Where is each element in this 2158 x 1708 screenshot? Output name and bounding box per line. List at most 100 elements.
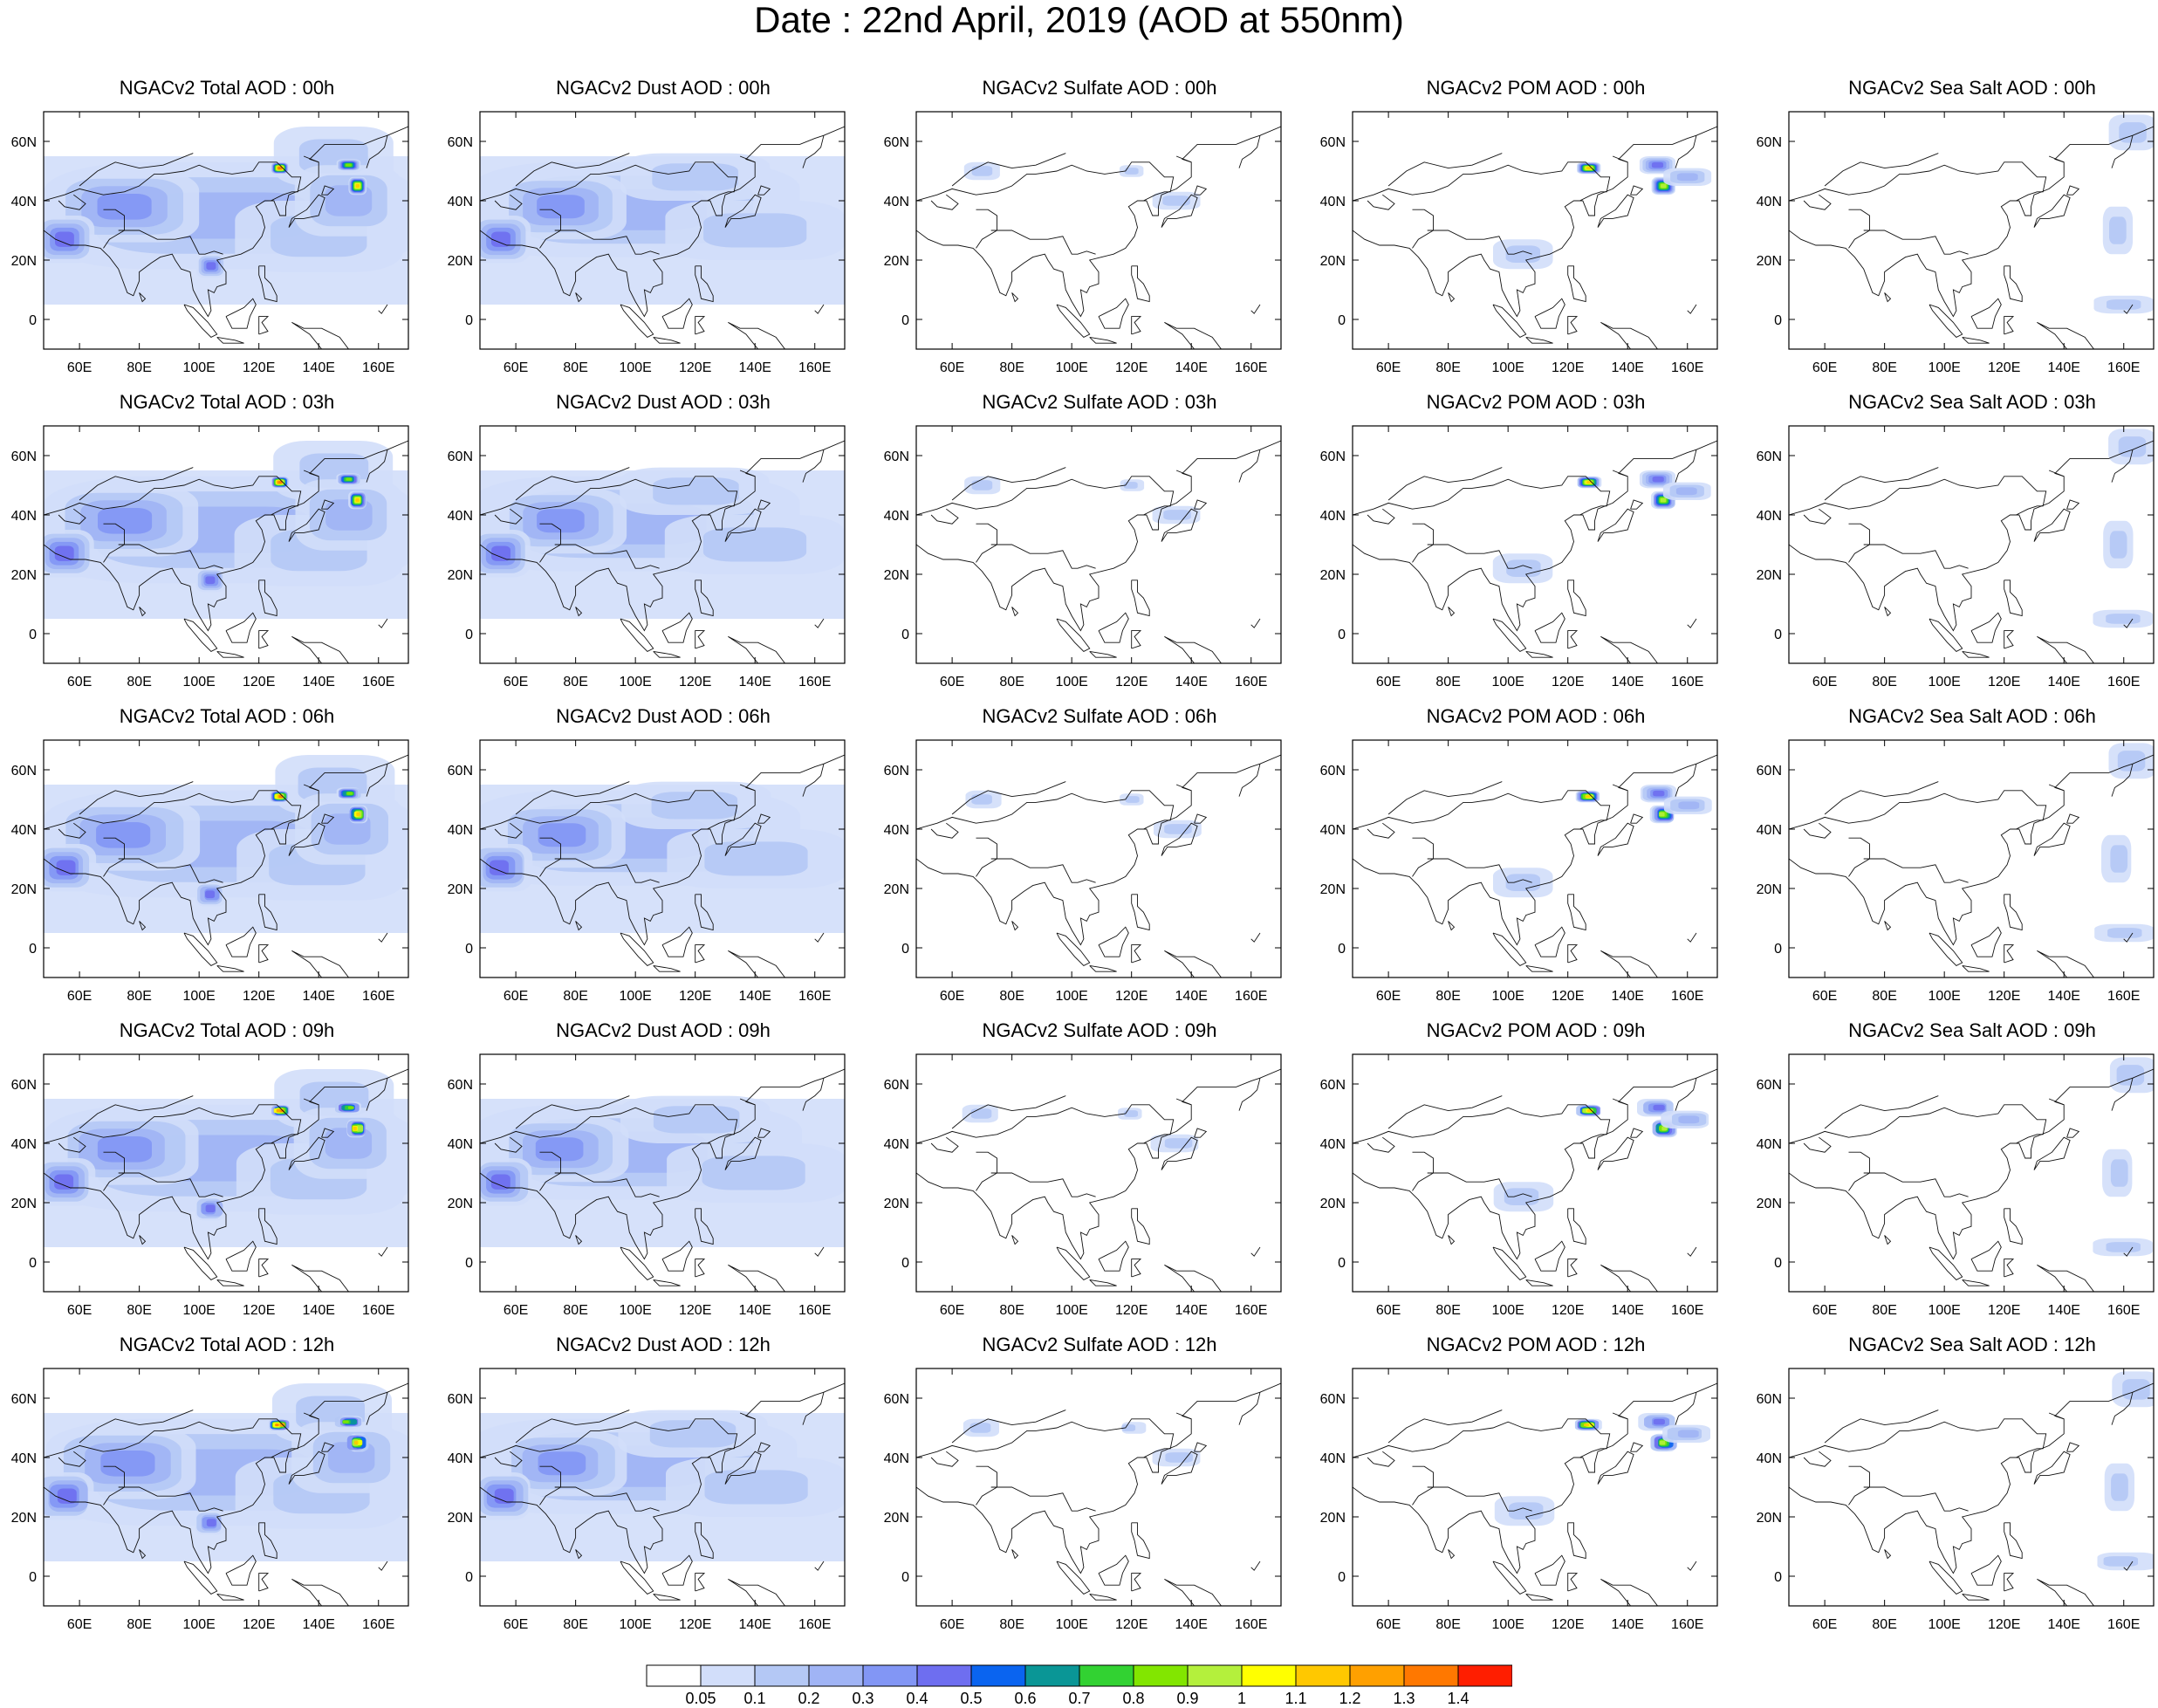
coastlines	[480, 1382, 845, 1606]
coastline	[1824, 781, 1939, 815]
map-plot: 60E 80E 100E 120E 140E 160E 60N 40N 20N 0	[1320, 425, 1718, 689]
x-tick-label: 160E	[362, 1617, 394, 1632]
x-tick-label: 80E	[1435, 675, 1460, 689]
aod-contour	[2106, 614, 2141, 624]
y-tick-label: 40N	[1320, 1137, 1346, 1152]
coastlines	[1789, 754, 2154, 977]
aod-contour	[2118, 436, 2147, 457]
coastline	[1353, 1104, 1611, 1144]
coastline	[303, 1412, 319, 1420]
coastline	[183, 1246, 218, 1280]
y-tick-label: 40N	[448, 823, 473, 838]
aod-field	[44, 1368, 408, 1606]
coastlines	[1353, 754, 1717, 977]
coastline	[930, 194, 959, 210]
coastline	[2066, 499, 2080, 510]
coastline	[620, 1246, 654, 1280]
x-tick-label: 120E	[1115, 360, 1148, 375]
aod-contour	[1164, 824, 1192, 834]
coastline	[2004, 894, 2023, 931]
coastline	[1089, 650, 1117, 658]
aod-contour	[1677, 1430, 1699, 1438]
x-tick-label: 160E	[2107, 989, 2140, 1004]
aod-field	[1789, 112, 2154, 349]
y-tick-label: 20N	[1320, 1197, 1346, 1211]
x-tick-label: 80E	[1435, 360, 1460, 375]
map-plot: 60E 80E 100E 120E 140E 160E 60N 40N 20N 0	[884, 111, 1282, 375]
coastline	[1534, 298, 1565, 329]
y-tick-label: 20N	[1757, 1197, 1782, 1211]
x-tick-label: 80E	[1435, 1303, 1460, 1318]
coastline	[757, 813, 771, 824]
coastline	[695, 1208, 714, 1245]
plot-frame	[479, 111, 846, 350]
aod-contour	[356, 812, 360, 817]
x-tick-label: 140E	[739, 989, 771, 1004]
coastline	[58, 194, 86, 210]
coastline	[118, 544, 223, 569]
aod-field	[1789, 740, 2154, 977]
y-tick-label: 40N	[1757, 823, 1782, 838]
colorbar-swatch	[862, 1664, 918, 1687]
x-tick-label: 60E	[940, 1303, 964, 1318]
coastline	[554, 1486, 660, 1512]
aod-contour	[1660, 497, 1667, 503]
coastline	[1194, 813, 1208, 824]
plot-frame	[43, 1053, 409, 1293]
coastline	[930, 1451, 959, 1467]
colorbar-label: 0.2	[798, 1690, 819, 1707]
colorbar-swatch	[1024, 1664, 1080, 1687]
coastline	[1492, 304, 1527, 338]
map-plot: 60E 80E 100E 120E 140E 160E 60N 40N 20N 0	[448, 739, 846, 1004]
aod-contour	[56, 860, 76, 875]
coastline	[1353, 440, 1717, 632]
plot-frame	[915, 1368, 1282, 1607]
coastline	[480, 1382, 845, 1574]
coastline	[366, 764, 388, 797]
x-tick-label: 80E	[127, 1617, 151, 1632]
coastline	[118, 858, 223, 883]
x-tick-label: 80E	[999, 360, 1024, 375]
x-tick-label: 160E	[2107, 1617, 2140, 1632]
aod-contour	[205, 576, 216, 585]
x-tick-label: 60E	[1376, 360, 1401, 375]
x-tick-label: 140E	[303, 1303, 335, 1318]
aod-contour	[1653, 790, 1665, 797]
coastline	[930, 508, 959, 525]
x-tick-label: 140E	[1175, 360, 1208, 375]
panel-title: NGACv2 POM AOD : 03h	[1426, 391, 1646, 413]
x-tick-label: 120E	[243, 675, 275, 689]
map-plot: 60E 80E 100E 120E 140E 160E 60N 40N 20N 0	[448, 111, 846, 375]
coastline	[494, 822, 523, 839]
coastline	[661, 926, 693, 957]
y-tick-label: 20N	[448, 1511, 473, 1526]
x-tick-label: 120E	[1988, 989, 2020, 1004]
y-tick-label: 0	[1338, 628, 1346, 642]
map-plot: 60E 80E 100E 120E 140E 160E 60N 40N 20N 0	[11, 425, 409, 689]
aod-field	[916, 740, 1281, 977]
plot-frame	[1352, 739, 1718, 978]
coastline	[1161, 194, 1198, 228]
coastline	[1525, 1593, 1553, 1601]
coastline	[1962, 1593, 1990, 1601]
x-tick-label: 100E	[1491, 989, 1524, 1004]
y-tick-label: 0	[465, 628, 473, 642]
x-tick-label: 160E	[798, 989, 831, 1004]
x-tick-label: 100E	[1928, 675, 1960, 689]
coastline	[494, 1451, 523, 1467]
x-tick-label: 60E	[504, 360, 528, 375]
coastline	[2111, 449, 2134, 483]
coastline	[2048, 1098, 2065, 1106]
x-tick-label: 140E	[303, 675, 335, 689]
aod-contour	[2103, 1556, 2138, 1567]
coastline	[951, 1095, 1066, 1129]
y-tick-label: 20N	[448, 254, 473, 269]
map-panel: NGACv2 Sulfate AOD : 06h 60E 80E 100E 120E 14…	[873, 705, 1309, 1011]
colorbar-label: 1.3	[1393, 1690, 1415, 1707]
coastlines	[1353, 1068, 1717, 1292]
coastline	[1427, 230, 1532, 255]
aod-contour	[354, 1440, 359, 1445]
x-tick-label: 160E	[1235, 360, 1267, 375]
aod-contour	[491, 231, 510, 247]
aod-field	[480, 112, 845, 349]
